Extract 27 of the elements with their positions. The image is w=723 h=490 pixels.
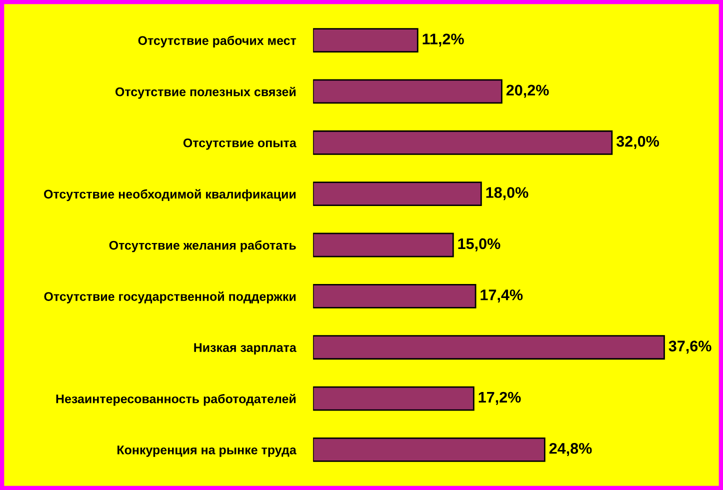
y-tick-label: Конкуренция на рынке труда (117, 446, 296, 457)
y-tick-label: Отсутствие полезных связей (115, 86, 296, 99)
data-label: 17,4% (480, 290, 523, 302)
y-tick-label: Отсутствие опыта (183, 138, 296, 150)
bar (313, 284, 476, 308)
bar (313, 28, 418, 52)
data-label: 11,2% (422, 34, 464, 47)
data-label: 32,0% (616, 136, 660, 149)
data-label: 15,0% (458, 238, 500, 252)
bar (313, 438, 546, 462)
bar (313, 386, 474, 411)
bar (313, 335, 665, 360)
y-tick-label: Отсутствие необходимой квалификации (44, 189, 296, 202)
bar (313, 182, 482, 206)
y-tick-label: Незаинтересованность работодателей (56, 394, 296, 406)
data-label: 18,0% (486, 187, 528, 200)
y-tick-label: Низкая зарплата (194, 343, 296, 354)
bar (313, 232, 454, 258)
data-label: 24,8% (549, 442, 592, 456)
data-label: 20,2% (506, 84, 549, 98)
y-tick-label: Отсутствие рабочих мест (138, 36, 296, 48)
y-tick-label: Отсутствие желания работать (109, 240, 296, 252)
bar (313, 130, 613, 155)
data-label: 17,2% (478, 392, 521, 405)
bar (313, 79, 502, 104)
y-tick-label: Отсутствие государственной поддержки (44, 292, 296, 304)
data-label: 37,6% (668, 340, 712, 354)
